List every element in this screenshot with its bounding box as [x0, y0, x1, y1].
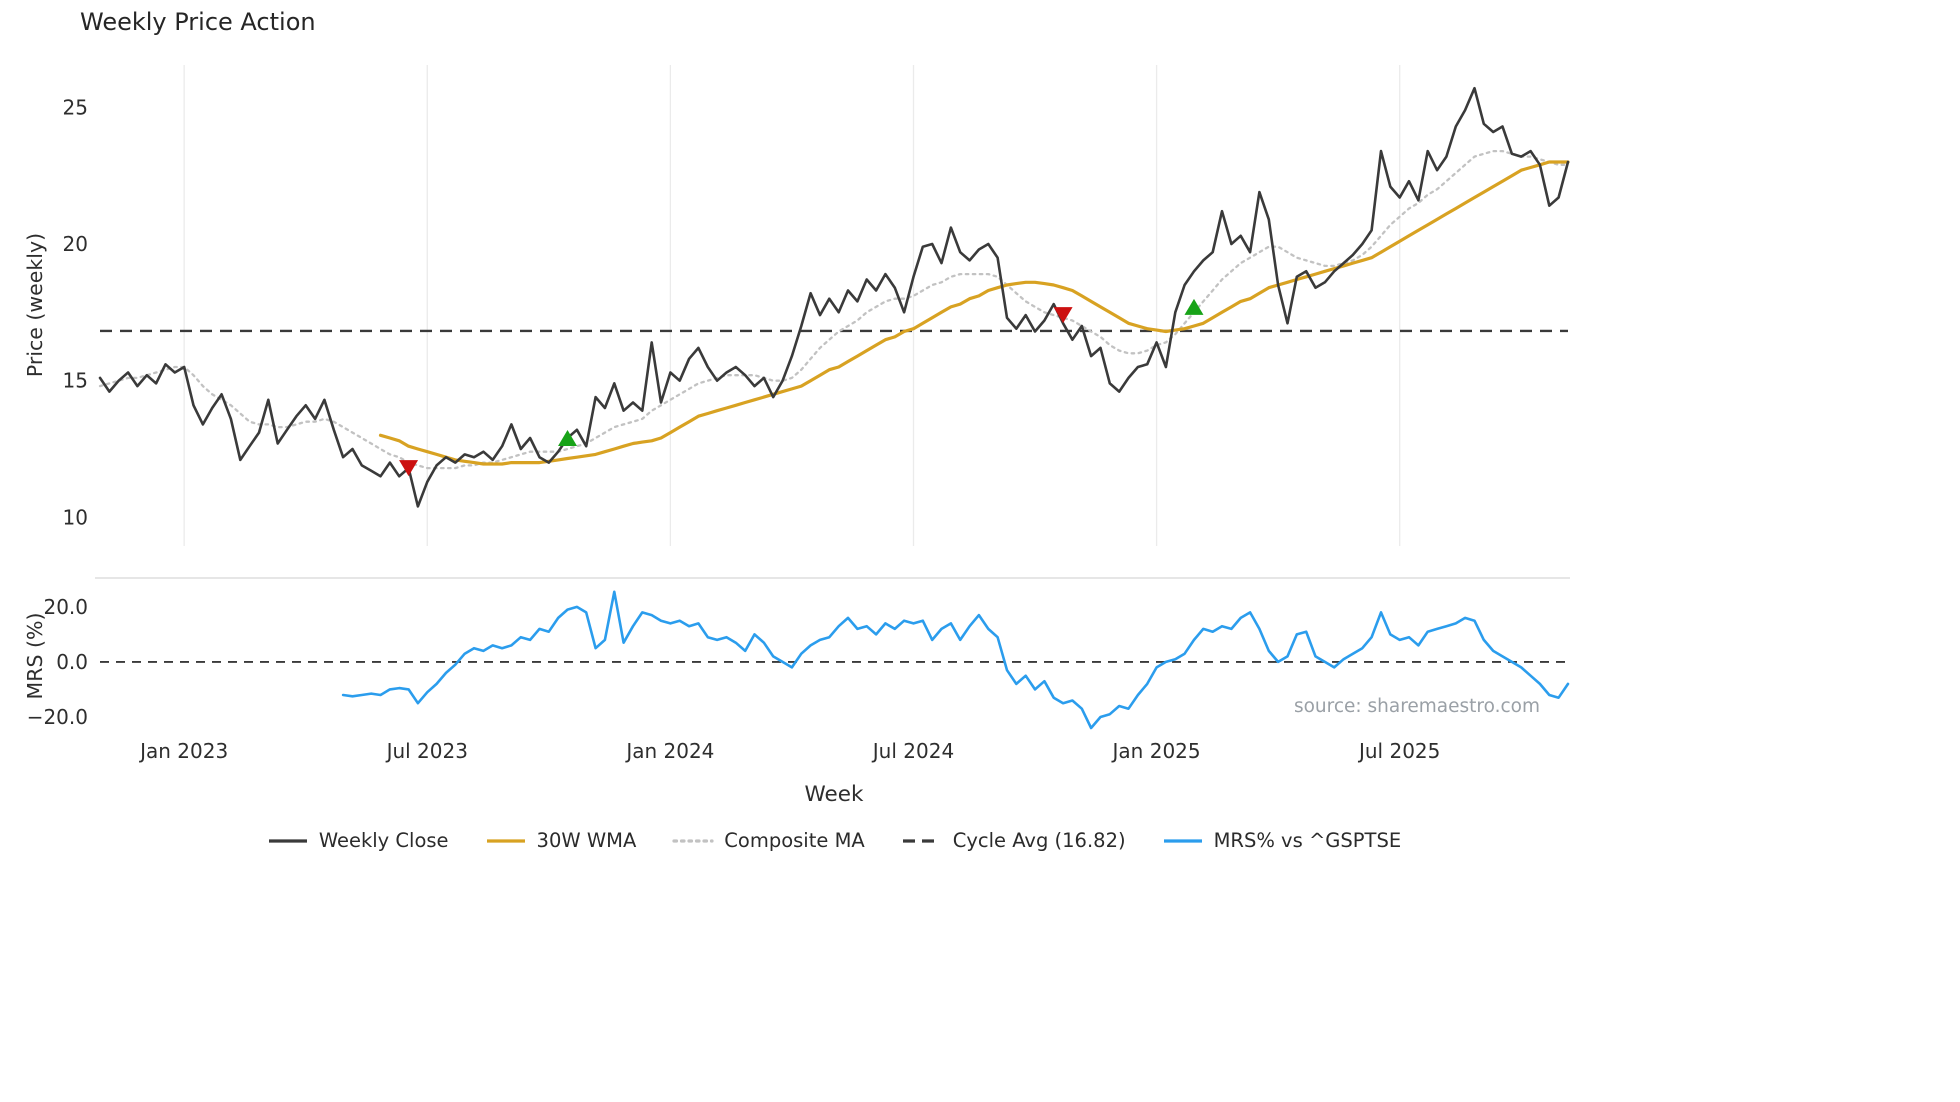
- legend-item-composite-ma: Composite MA: [672, 829, 865, 852]
- legend-swatch-composite-ma: [672, 838, 714, 843]
- chart-legend: Weekly Close 30W WMA Composite MA Cycle Avg…: [100, 829, 1568, 852]
- price-ytick-label: 15: [63, 369, 88, 393]
- x-tick-label: Jul 2025: [1357, 739, 1440, 763]
- price-y-axis-title: Price (weekly): [23, 233, 47, 377]
- legend-swatch-weekly-close: [268, 838, 307, 843]
- legend-swatch-cycle-avg-16-82: [902, 838, 941, 843]
- buy-signal-icon: [558, 430, 578, 447]
- 30w-wma-line: [378, 160, 1570, 466]
- x-tick-label: Jan 2024: [624, 739, 714, 763]
- legend-item-30w-wma: 30W WMA: [485, 829, 637, 852]
- mrs-ytick-label: 0.0: [56, 650, 88, 674]
- mrs-y-axis-title: MRS (%): [23, 613, 47, 700]
- legend-swatch-mrs-vs-gsptse: [1163, 838, 1202, 843]
- mrs-ytick-label: 20.0: [43, 595, 88, 619]
- price-ytick-label: 10: [63, 505, 88, 529]
- legend-swatch-30w-wma: [486, 838, 525, 843]
- legend-item-weekly-close: Weekly Close: [267, 829, 449, 852]
- weekly-close-line: [98, 86, 1570, 508]
- buy-signal-icon: [1184, 298, 1204, 315]
- legend-label-composite-ma: Composite MA: [724, 829, 865, 852]
- mrs-ytick-label: −20.0: [27, 705, 88, 729]
- legend-label-weekly-close: Weekly Close: [318, 829, 449, 852]
- price-ytick-label: 20: [63, 232, 88, 256]
- source-watermark: source: sharemaestro.com: [1294, 696, 1540, 717]
- legend-item-mrs-vs-gsptse: MRS% vs ^GSPTSE: [1162, 829, 1402, 852]
- sell-signal-icon: [399, 460, 419, 477]
- x-tick-label: Jan 2025: [1111, 739, 1201, 763]
- mrs-line: [341, 590, 1570, 730]
- x-tick-label: Jul 2023: [385, 739, 468, 763]
- x-axis-title: Week: [805, 782, 864, 807]
- legend-label-30w-wma: 30W WMA: [536, 829, 637, 852]
- chart-title: Weekly Price Action: [80, 8, 316, 36]
- price-ytick-label: 25: [63, 95, 88, 119]
- legend-label-cycle-avg-16-82: Cycle Avg (16.82): [952, 829, 1126, 852]
- legend-item-cycle-avg-16-82: Cycle Avg (16.82): [901, 829, 1126, 852]
- sell-signal-icon: [1053, 307, 1073, 324]
- x-tick-label: Jul 2024: [871, 739, 954, 763]
- x-tick-label: Jan 2023: [138, 739, 228, 763]
- legend-label-mrs-vs-gsptse: MRS% vs ^GSPTSE: [1213, 829, 1402, 852]
- composite-ma-line: [98, 149, 1570, 470]
